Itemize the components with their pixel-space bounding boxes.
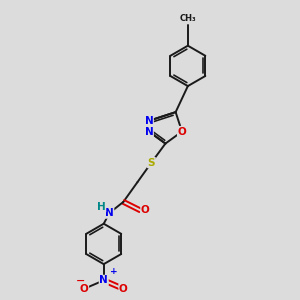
- Text: CH₃: CH₃: [179, 14, 196, 23]
- Text: O: O: [178, 127, 186, 136]
- Text: O: O: [141, 205, 150, 215]
- Text: O: O: [80, 284, 88, 294]
- Text: O: O: [119, 284, 128, 294]
- Text: −: −: [76, 276, 86, 286]
- Text: S: S: [148, 158, 155, 168]
- Text: +: +: [110, 267, 118, 276]
- Text: N: N: [99, 275, 108, 285]
- Text: H: H: [97, 202, 106, 212]
- Text: N: N: [105, 208, 114, 218]
- Text: N: N: [145, 127, 153, 136]
- Text: N: N: [145, 116, 153, 126]
